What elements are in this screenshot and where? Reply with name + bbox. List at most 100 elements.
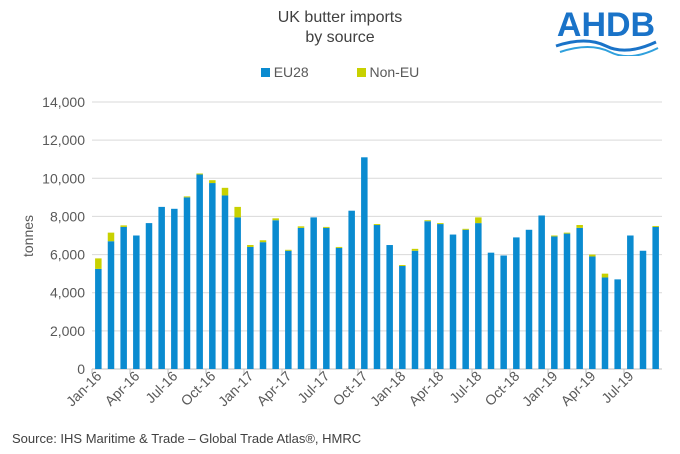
bar-eu28-Feb-17 (259, 242, 267, 369)
x-tick-label: Jul-19 (598, 368, 636, 406)
title-line-1: UK butter imports (277, 9, 403, 26)
bar-non-eu-Sep-16 (196, 173, 203, 175)
bar-eu28-Jun-18 (462, 229, 469, 369)
bar-non-eu-Feb-18 (411, 248, 419, 251)
legend-label-non-eu: Non-EU (369, 64, 420, 81)
bar-eu28-Sep-17 (348, 210, 355, 369)
y-tick-label: 6,000 (50, 247, 85, 263)
bar-non-eu-Nov-16 (221, 187, 229, 196)
bar-eu28-Feb-19 (563, 233, 571, 369)
bar-eu28-Apr-18 (437, 224, 444, 369)
bar-non-eu-Jan-17 (247, 245, 254, 247)
bar-eu28-May-18 (449, 234, 457, 369)
bar-non-eu-Jul-18 (475, 217, 482, 224)
legend: EU28 Non-EU (0, 63, 680, 80)
bar-non-eu-Feb-19 (563, 232, 571, 234)
bar-non-eu-Oct-16 (209, 180, 216, 184)
y-tick-label: 4,000 (50, 285, 85, 301)
bar-non-eu-Apr-19 (589, 254, 596, 257)
bar-eu28-Feb-16 (107, 241, 115, 369)
x-tick-label: Jan-19 (519, 368, 561, 410)
legend-swatch-non-eu (356, 67, 366, 77)
bar-non-eu-Apr-18 (437, 223, 444, 225)
bar-non-eu-May-17 (297, 226, 305, 228)
x-tick-label: Oct-16 (177, 368, 218, 409)
bar-eu28-Feb-18 (411, 250, 419, 369)
bar-non-eu-Mar-16 (120, 225, 127, 227)
x-tick-label: Jan-17 (215, 368, 257, 410)
y-tick-label: 10,000 (42, 170, 85, 186)
bar-eu28-Jan-19 (551, 236, 558, 369)
bar-eu28-Dec-17 (386, 245, 393, 369)
bar-eu28-Mar-17 (272, 220, 279, 369)
bar-non-eu-Feb-17 (259, 240, 267, 243)
bar-eu28-Jun-16 (158, 206, 165, 369)
x-tick-label: Jul-17 (294, 368, 332, 406)
bar-eu28-Oct-16 (209, 183, 216, 369)
y-tick-label: 8,000 (50, 208, 85, 224)
bar-eu28-Jul-17 (323, 227, 330, 369)
bar-eu28-Jun-17 (310, 217, 317, 369)
bar-eu28-Dec-18 (538, 215, 545, 369)
bar-eu28-Jun-19 (614, 279, 621, 369)
bar-non-eu-Apr-17 (285, 249, 292, 251)
x-tick-label: Apr-19 (557, 368, 598, 409)
bar-eu28-May-19 (601, 277, 609, 369)
bar-non-eu-Sep-19 (652, 225, 659, 227)
bar-eu28-Oct-18 (513, 237, 520, 369)
y-axis-label: tonnes (20, 215, 36, 257)
x-tick-label: Jul-18 (446, 368, 484, 406)
bar-non-eu-Jan-18 (399, 265, 406, 267)
x-tick-label: Jan-18 (367, 368, 409, 410)
bar-eu28-Jul-18 (475, 223, 482, 369)
bar-non-eu-Dec-16 (234, 206, 241, 218)
bar-eu28-Jul-16 (171, 208, 178, 369)
bar-eu28-Jan-17 (247, 246, 254, 369)
x-tick-label: Apr-16 (101, 368, 142, 409)
bar-non-eu-Nov-17 (373, 224, 381, 226)
bar-non-eu-Jun-18 (462, 228, 469, 230)
bar-non-eu-Mar-18 (424, 220, 431, 222)
bar-eu28-Apr-19 (589, 256, 596, 369)
x-tick-label: Apr-17 (253, 368, 294, 409)
bar-eu28-Mar-19 (576, 227, 583, 369)
y-tick-label: 12,000 (42, 132, 85, 148)
bar-eu28-Aug-19 (639, 250, 647, 369)
x-tick-label: Oct-18 (481, 368, 522, 409)
bar-eu28-Apr-16 (133, 235, 140, 369)
bar-non-eu-Aug-16 (183, 196, 191, 198)
chart-title: UK butter imports by source (0, 8, 680, 48)
bar-eu28-Oct-17 (361, 157, 368, 369)
x-tick-label: Apr-18 (405, 368, 446, 409)
ahdb-logo: AHDB (546, 6, 666, 61)
bar-non-eu-Feb-16 (107, 232, 115, 242)
bar-non-eu-Mar-17 (272, 218, 279, 221)
bar-eu28-Mar-16 (120, 226, 127, 369)
y-tick-label: 0 (77, 361, 85, 377)
bar-eu28-Jul-19 (627, 235, 634, 369)
bar-eu28-Mar-18 (424, 221, 431, 369)
legend-label-eu28: EU28 (273, 64, 309, 81)
bar-eu28-Aug-18 (487, 252, 495, 369)
bar-eu28-Nov-17 (373, 225, 381, 369)
legend-swatch-eu28 (260, 67, 270, 77)
bar-eu28-Sep-18 (500, 255, 507, 369)
source-note: Source: IHS Maritime & Trade – Global Tr… (12, 431, 362, 446)
x-tick-label: Jul-16 (142, 368, 180, 406)
bar-eu28-Aug-16 (183, 197, 191, 369)
bar-eu28-Jan-18 (399, 266, 406, 369)
bar-eu28-Sep-16 (196, 174, 203, 369)
bar-non-eu-Jan-16 (95, 258, 102, 269)
title-line-2: by source (305, 29, 375, 46)
y-tick-label: 14,000 (42, 94, 85, 110)
x-tick-label: Oct-17 (329, 368, 370, 409)
bar-eu28-Aug-17 (335, 247, 343, 369)
y-tick-label: 2,000 (50, 323, 85, 339)
bar-non-eu-Jan-19 (551, 235, 558, 237)
bar-eu28-Jan-16 (95, 268, 102, 369)
bar-eu28-Apr-17 (285, 250, 292, 369)
bar-eu28-Sep-19 (652, 226, 659, 369)
bar-non-eu-Mar-19 (576, 225, 583, 228)
